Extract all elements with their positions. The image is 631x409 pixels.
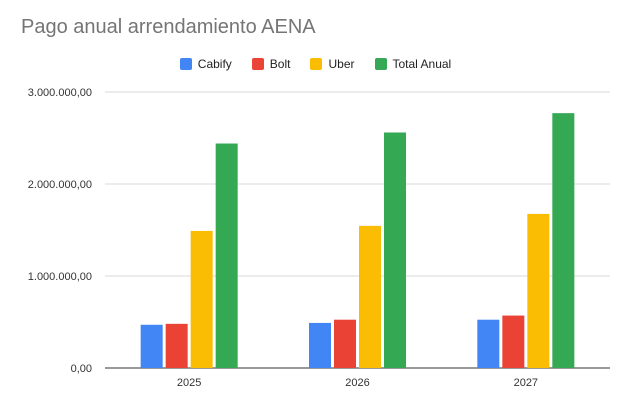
legend-item-uber: Uber [310,57,355,71]
legend-swatch-uber [310,58,323,70]
bar-uber-2027 [527,213,550,368]
legend-item-cabify: Cabify [179,57,232,71]
legend-label-total-anual: Total Anual [392,57,452,71]
y-tick-label: 3.000.000,00 [28,87,92,99]
bar-cabify-2026 [309,322,331,368]
bar-bolt-2026 [334,319,356,368]
legend-label-cabify: Cabify [197,57,232,71]
legend-swatch-bolt [251,58,264,70]
legend-item-bolt: Bolt [251,57,291,71]
legend: Cabify Bolt Uber Total Anual [0,57,631,71]
chart-title: Pago anual arrendamiento AENA [21,16,316,38]
legend-swatch-cabify [179,58,192,70]
y-tick-label: 0,00 [71,363,92,375]
x-tick-label: 2025 [177,377,201,389]
y-tick-label: 2.000.000,00 [28,179,92,191]
bar-cabify-2027 [477,319,500,368]
x-tick-label: 2027 [514,377,538,389]
bar-uber-2025 [190,230,213,368]
y-tick-label: 1.000.000,00 [28,271,92,283]
legend-item-total-anual: Total Anual [374,57,452,71]
bar-bolt-2025 [165,323,188,368]
bar-bolt-2027 [502,315,525,368]
legend-label-uber: Uber [328,57,355,71]
bar-total-anual-2025 [215,143,238,368]
bar-total-anual-2027 [552,113,575,368]
legend-label-bolt: Bolt [269,57,291,71]
bar-cabify-2025 [140,324,163,368]
bar-total-anual-2026 [384,132,406,368]
legend-swatch-total-anual [374,58,387,70]
x-tick-label: 2026 [345,377,369,389]
bar-uber-2026 [359,225,381,368]
